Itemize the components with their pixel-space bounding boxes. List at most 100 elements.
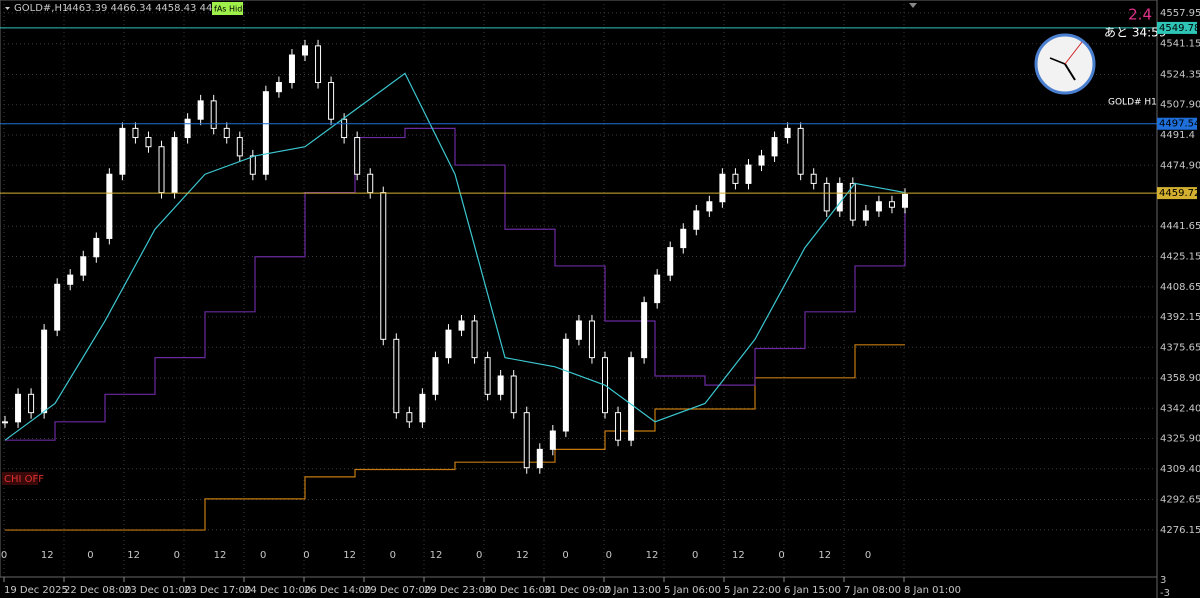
candle: [758, 155, 765, 166]
candle: [745, 164, 752, 184]
candle: [223, 127, 230, 139]
candle: [797, 127, 804, 175]
time-label: 2 Jan 13:00: [604, 585, 661, 596]
candle: [171, 137, 178, 194]
candle: [106, 173, 113, 239]
candle: [784, 127, 791, 139]
price-label: 4425.15: [1160, 251, 1200, 262]
candle: [15, 393, 22, 423]
candle: [523, 412, 530, 469]
price-label: 4375.65: [1160, 342, 1200, 353]
hour-label: 12: [127, 550, 140, 561]
price-label: 4358.90: [1160, 373, 1200, 384]
hour-label: 12: [646, 550, 659, 561]
hour-label: 0: [865, 550, 871, 561]
candle: [510, 375, 517, 414]
price-tag: [1157, 187, 1197, 200]
time-label: 5 Jan 06:00: [664, 585, 721, 596]
hour-label: 0: [562, 550, 568, 561]
price-tag: [1157, 117, 1197, 130]
price-label: 4342.40: [1160, 403, 1200, 414]
price-label: 4292.65: [1160, 495, 1200, 506]
hour-label: 0: [260, 550, 266, 561]
price-tag-label: 4459.72: [1159, 188, 1200, 199]
hour-label: 0: [390, 550, 396, 561]
hour-label: 0: [1, 550, 7, 561]
candle: [693, 210, 700, 230]
price-label: 4557.95: [1160, 8, 1200, 19]
hour-label: 0: [303, 550, 309, 561]
candle: [823, 182, 830, 212]
time-label: 5 Jan 22:00: [724, 585, 781, 596]
candle: [197, 100, 204, 120]
time-label: 8 Jan 01:00: [904, 585, 961, 596]
candle: [432, 357, 439, 395]
time-label: 29 Dec 07:00: [364, 585, 431, 596]
hide-button[interactable]: [212, 2, 243, 15]
candle: [771, 137, 778, 157]
price-label: 4309.40: [1160, 464, 1200, 475]
price-label: 4524.35: [1160, 70, 1200, 81]
ma-line: [4, 72, 906, 441]
candle: [549, 430, 556, 450]
candle: [419, 393, 426, 423]
candle: [380, 192, 387, 340]
time-label: 31 Dec 09:00: [544, 585, 611, 596]
hour-label: 0: [778, 550, 784, 561]
hour-label: 12: [430, 550, 443, 561]
candle: [902, 193, 908, 208]
price-label: 4441.65: [1160, 221, 1200, 232]
price-tag-label: 4497.54: [1159, 119, 1200, 130]
clock-second-hand: [1064, 41, 1083, 65]
time-label: 23 Dec 01:00: [124, 585, 191, 596]
hour-label: 0: [87, 550, 93, 561]
candle: [158, 146, 165, 194]
candle: [41, 329, 48, 414]
candle: [315, 45, 322, 84]
price-label: 4276.15: [1160, 525, 1200, 536]
candle: [458, 320, 465, 331]
price-tag-label: 4549.78: [1159, 23, 1200, 34]
candle: [641, 302, 648, 359]
candle: [341, 118, 348, 139]
candle: [210, 100, 217, 129]
candle: [810, 173, 817, 184]
price-label: 4474.90: [1160, 160, 1200, 171]
clock: [1034, 33, 1096, 95]
time-label: 30 Dec 16:00: [484, 585, 551, 596]
candle: [328, 82, 335, 120]
price-tag: [1157, 21, 1197, 34]
time-label: 26 Dec 14:00: [304, 585, 371, 596]
ohlc: 4463.39 4466.34 4458.43 4458.45: [66, 3, 241, 14]
candle: [719, 173, 726, 203]
candle: [93, 237, 100, 258]
candle: [888, 201, 895, 208]
hide-button-label[interactable]: fAs Hide: [214, 5, 247, 14]
orange-step-line: [5, 344, 905, 531]
candle: [367, 173, 374, 194]
hour-label: 0: [606, 550, 612, 561]
hour-label: 0: [692, 550, 698, 561]
price-label: 4325.90: [1160, 434, 1200, 445]
candle: [588, 320, 595, 359]
hour-label: 12: [343, 550, 356, 561]
symbol-tag: GOLD# H1: [1108, 98, 1157, 108]
hour-label: 12: [732, 550, 745, 561]
candle: [236, 137, 243, 157]
hour-label: 12: [214, 550, 227, 561]
candle: [119, 127, 126, 175]
spread: 2.4: [1128, 6, 1152, 24]
candle: [67, 274, 74, 285]
candle: [536, 448, 543, 469]
candle: [680, 228, 687, 249]
time-label: 29 Dec 23:00: [424, 585, 491, 596]
candle: [471, 320, 478, 359]
symbol-info: GOLD#,H1: [14, 3, 68, 14]
candle: [80, 256, 87, 276]
candle: [354, 137, 361, 175]
candle: [575, 320, 582, 340]
candle: [732, 173, 739, 184]
price-label: 4507.90: [1160, 100, 1200, 111]
sub-level: -3: [1160, 588, 1170, 598]
